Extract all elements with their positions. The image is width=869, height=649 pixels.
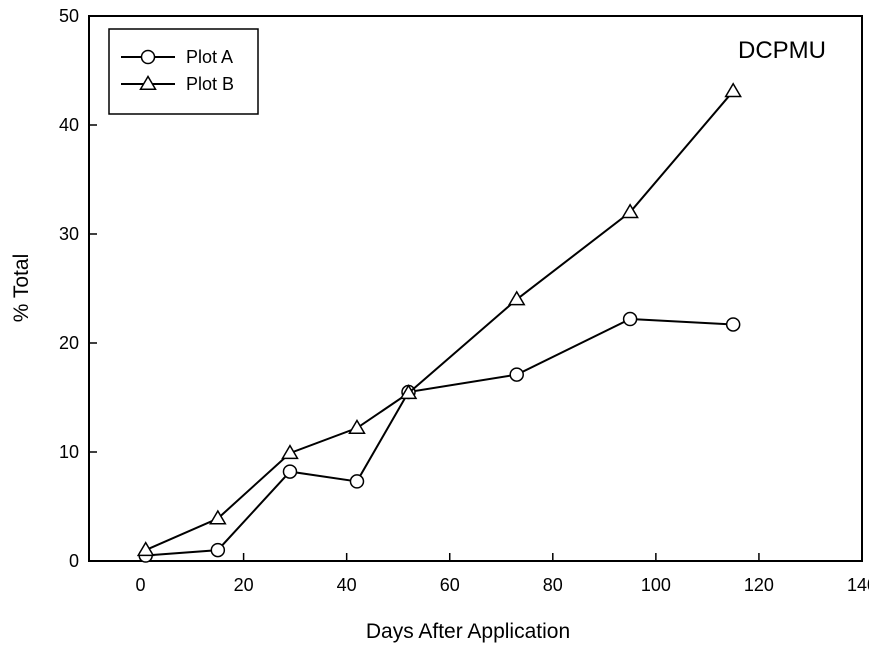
series-line (145, 318, 734, 557)
series-line (145, 90, 734, 552)
data-point-triangle (136, 541, 155, 557)
data-point-triangle (399, 384, 418, 400)
x-tick-label: 60 (440, 575, 460, 595)
legend-triangle-marker (139, 75, 157, 90)
data-point-circle (622, 311, 638, 327)
data-point-circle (210, 542, 226, 558)
data-point-triangle (348, 419, 366, 435)
plot-frame (88, 15, 863, 562)
y-axis-label: % Total (10, 254, 33, 323)
legend-label: Plot A (186, 47, 233, 67)
data-point-triangle (724, 82, 742, 98)
data-point-triangle (621, 203, 639, 219)
x-axis-label: Days After Application (366, 620, 570, 643)
y-tick-label: 10 (59, 442, 79, 462)
data-point-circle (349, 474, 365, 489)
legend: Plot A Plot B (108, 28, 259, 115)
y-tick-label: 50 (59, 6, 79, 26)
x-tick-label: 0 (136, 575, 146, 595)
legend-box (108, 28, 259, 115)
x-tick-label: 140 (847, 575, 869, 595)
y-tick-label: 30 (59, 224, 79, 244)
y-tick-label: 20 (59, 333, 79, 353)
legend-circle-marker (140, 49, 156, 65)
y-tick-label: 40 (59, 115, 79, 135)
series-plot-b (136, 82, 742, 557)
y-tick-label: 0 (69, 551, 79, 571)
data-point-circle (509, 367, 524, 382)
chart-annotation: DCPMU (738, 37, 826, 64)
data-point-triangle (209, 509, 227, 525)
legend-label: Plot B (186, 74, 234, 94)
series-plot-a (138, 311, 741, 563)
x-tick-label: 100 (641, 575, 671, 595)
data-point-triangle (507, 290, 526, 306)
data-point-triangle (281, 444, 299, 460)
x-tick-label: 40 (337, 575, 357, 595)
x-tick-label: 120 (744, 575, 774, 595)
data-point-circle (725, 317, 741, 332)
data-point-circle (282, 464, 298, 479)
x-tick-label: 20 (234, 575, 254, 595)
x-tick-label: 80 (543, 575, 563, 595)
